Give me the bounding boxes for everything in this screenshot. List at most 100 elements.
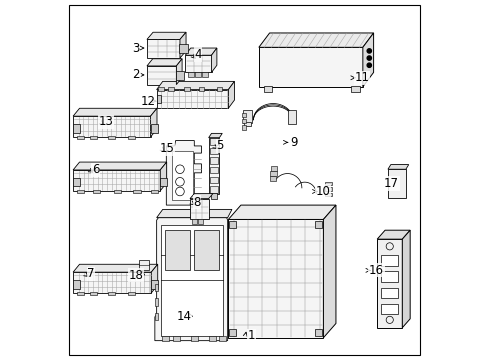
- Bar: [210, 176, 217, 183]
- Polygon shape: [168, 87, 174, 91]
- Polygon shape: [325, 182, 332, 185]
- Polygon shape: [179, 44, 187, 53]
- Polygon shape: [270, 171, 276, 176]
- Polygon shape: [190, 194, 212, 199]
- Text: 10: 10: [315, 185, 330, 198]
- Circle shape: [366, 63, 371, 67]
- Circle shape: [366, 49, 371, 53]
- Polygon shape: [218, 336, 225, 341]
- Bar: [228, 329, 235, 336]
- Text: 17: 17: [383, 177, 398, 190]
- Text: 1: 1: [247, 329, 255, 342]
- Polygon shape: [185, 55, 211, 72]
- Polygon shape: [228, 205, 335, 220]
- Polygon shape: [228, 81, 234, 108]
- Circle shape: [366, 56, 371, 60]
- Polygon shape: [133, 190, 140, 193]
- Polygon shape: [156, 210, 231, 218]
- Polygon shape: [77, 292, 83, 295]
- Polygon shape: [198, 87, 204, 91]
- Polygon shape: [263, 86, 271, 92]
- Polygon shape: [93, 190, 100, 193]
- Polygon shape: [211, 48, 217, 72]
- Polygon shape: [108, 136, 115, 139]
- Bar: [193, 230, 219, 270]
- Polygon shape: [156, 81, 234, 90]
- Text: 18: 18: [128, 269, 143, 282]
- Polygon shape: [160, 178, 167, 186]
- Polygon shape: [77, 136, 83, 139]
- Polygon shape: [156, 90, 228, 108]
- Polygon shape: [185, 48, 217, 55]
- Bar: [381, 271, 397, 282]
- Polygon shape: [73, 116, 150, 137]
- Polygon shape: [172, 336, 180, 341]
- Polygon shape: [73, 162, 166, 170]
- Polygon shape: [90, 292, 97, 295]
- Text: 14: 14: [176, 310, 191, 324]
- Polygon shape: [73, 178, 80, 186]
- Polygon shape: [241, 126, 246, 130]
- Polygon shape: [180, 32, 185, 58]
- Bar: [210, 148, 217, 154]
- Polygon shape: [187, 72, 193, 77]
- Polygon shape: [151, 280, 158, 289]
- Polygon shape: [150, 108, 157, 137]
- Polygon shape: [77, 190, 83, 193]
- Text: 4: 4: [194, 48, 201, 61]
- Bar: [210, 167, 217, 174]
- Polygon shape: [208, 134, 222, 138]
- Polygon shape: [73, 272, 151, 293]
- Bar: [381, 304, 397, 315]
- Polygon shape: [191, 219, 196, 224]
- Text: 8: 8: [193, 196, 201, 209]
- Text: 6: 6: [92, 163, 99, 176]
- Polygon shape: [155, 298, 158, 306]
- Polygon shape: [73, 264, 158, 272]
- Polygon shape: [258, 33, 373, 47]
- Polygon shape: [269, 176, 276, 181]
- Polygon shape: [108, 292, 115, 295]
- Text: 9: 9: [290, 136, 297, 149]
- Polygon shape: [160, 162, 166, 191]
- Polygon shape: [161, 225, 223, 336]
- Text: 15: 15: [160, 142, 175, 155]
- Polygon shape: [150, 190, 158, 193]
- Polygon shape: [151, 264, 158, 293]
- Text: 11: 11: [354, 71, 369, 84]
- Polygon shape: [73, 170, 160, 191]
- Polygon shape: [198, 219, 203, 224]
- Polygon shape: [190, 199, 208, 220]
- Polygon shape: [162, 336, 169, 341]
- Bar: [210, 157, 217, 164]
- Bar: [210, 138, 217, 145]
- Polygon shape: [210, 193, 217, 199]
- Polygon shape: [216, 87, 222, 91]
- Polygon shape: [325, 193, 332, 196]
- Polygon shape: [150, 125, 158, 133]
- Bar: [314, 221, 321, 228]
- Text: 12: 12: [141, 95, 156, 108]
- Polygon shape: [242, 110, 251, 123]
- Polygon shape: [376, 230, 409, 239]
- Bar: [210, 186, 217, 193]
- Polygon shape: [128, 292, 135, 295]
- Polygon shape: [241, 113, 246, 117]
- Polygon shape: [175, 71, 183, 80]
- Polygon shape: [208, 138, 219, 194]
- Text: 3: 3: [132, 41, 140, 54]
- Text: 2: 2: [132, 68, 140, 81]
- Text: 5: 5: [216, 139, 224, 152]
- Polygon shape: [176, 59, 182, 85]
- Polygon shape: [90, 136, 97, 139]
- Polygon shape: [147, 32, 185, 40]
- Polygon shape: [362, 33, 373, 87]
- Polygon shape: [156, 95, 161, 103]
- Polygon shape: [325, 187, 332, 191]
- Polygon shape: [402, 230, 409, 328]
- Polygon shape: [172, 151, 192, 200]
- Text: 13: 13: [99, 116, 114, 129]
- Polygon shape: [184, 87, 190, 91]
- Polygon shape: [113, 190, 121, 193]
- Polygon shape: [158, 87, 164, 91]
